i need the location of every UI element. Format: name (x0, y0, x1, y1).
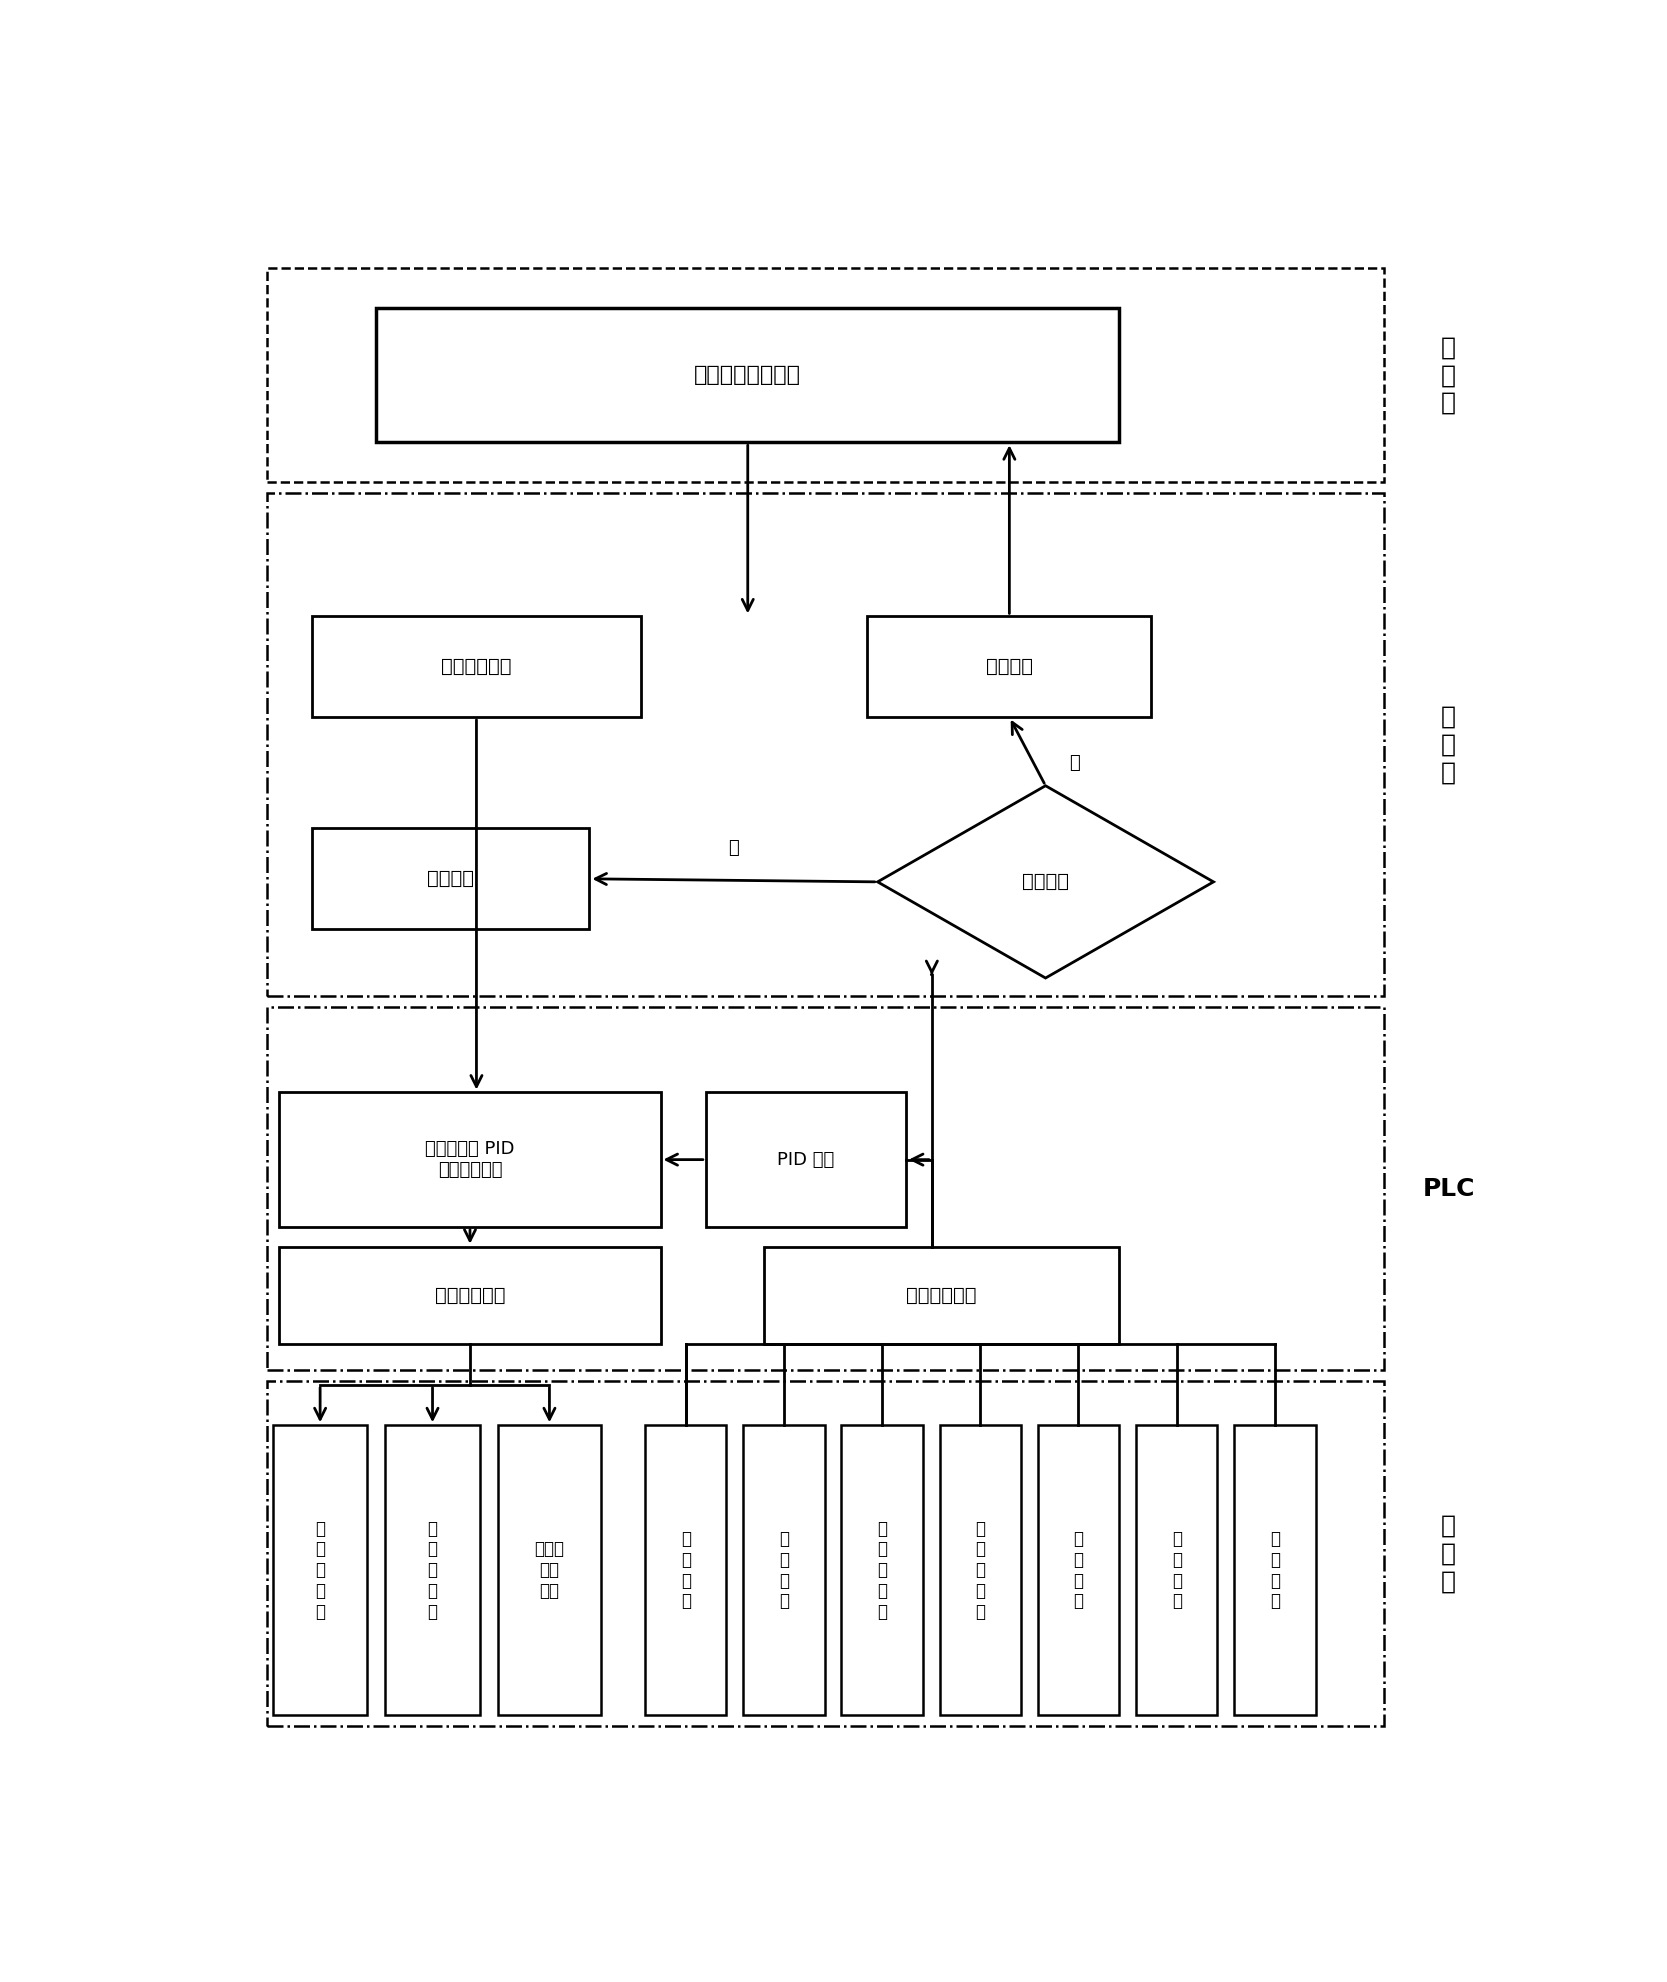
Text: 出
口
温
度: 出 口 温 度 (1172, 1530, 1182, 1609)
Bar (267, 1007, 1384, 1370)
Text: 加
水
流
量: 加 水 流 量 (1074, 1530, 1084, 1609)
Bar (498, 1425, 602, 1714)
Bar (1039, 1425, 1119, 1714)
Bar (1234, 1425, 1315, 1714)
Text: 蒸
汽
压
力: 蒸 汽 压 力 (680, 1530, 690, 1609)
Bar (743, 1425, 825, 1714)
Text: 出
口
水
份: 出 口 水 份 (1270, 1530, 1280, 1609)
Text: 加
水
阀
开
度: 加 水 阀 开 度 (975, 1520, 985, 1621)
Bar (867, 616, 1152, 717)
Bar (280, 1247, 660, 1344)
Bar (385, 1425, 480, 1714)
Text: 差: 差 (728, 838, 738, 858)
Text: 蒸
汽
控
制
阀: 蒸 汽 控 制 阀 (315, 1520, 325, 1621)
Bar (273, 1425, 367, 1714)
Text: 蒸
汽
流
量: 蒸 汽 流 量 (778, 1530, 788, 1609)
Bar (705, 1092, 907, 1227)
Text: 经验数据与 PID
实时控制整合: 经验数据与 PID 实时控制整合 (425, 1140, 515, 1179)
Text: PLC: PLC (1422, 1177, 1475, 1201)
Text: 自动更新: 自动更新 (985, 658, 1034, 676)
Polygon shape (877, 785, 1214, 977)
Text: 监
控
机: 监 控 机 (1442, 706, 1455, 785)
Text: 热风门
控制
气缸: 热风门 控制 气缸 (535, 1540, 565, 1599)
Text: 蒸
汽
阀
开
度: 蒸 汽 阀 开 度 (877, 1520, 887, 1621)
Bar (312, 616, 642, 717)
Text: 服
务
器: 服 务 器 (1442, 335, 1455, 414)
Text: 工艺指标检测: 工艺指标检测 (907, 1286, 977, 1304)
Text: 超差报警: 超差报警 (427, 870, 473, 888)
Bar (267, 268, 1384, 482)
Text: 经验数据控制模型: 经验数据控制模型 (693, 365, 802, 385)
Bar (763, 1247, 1119, 1344)
Bar (842, 1425, 924, 1714)
Text: 下发控制数据: 下发控制数据 (442, 658, 512, 676)
Text: 加
水
控
制
阀: 加 水 控 制 阀 (427, 1520, 437, 1621)
Text: 生
产
线: 生 产 线 (1442, 1514, 1455, 1594)
Bar (267, 1381, 1384, 1726)
Bar (267, 494, 1384, 997)
Bar (940, 1425, 1020, 1714)
Bar (312, 828, 590, 930)
Bar (645, 1425, 727, 1714)
Text: 好: 好 (1069, 753, 1080, 771)
Text: 效果分析: 效果分析 (1022, 872, 1069, 892)
Bar (377, 307, 1119, 442)
Bar (1135, 1425, 1217, 1714)
Text: 控制指令执行: 控制指令执行 (435, 1286, 505, 1304)
Text: PID 控制: PID 控制 (777, 1152, 835, 1169)
Bar (280, 1092, 660, 1227)
